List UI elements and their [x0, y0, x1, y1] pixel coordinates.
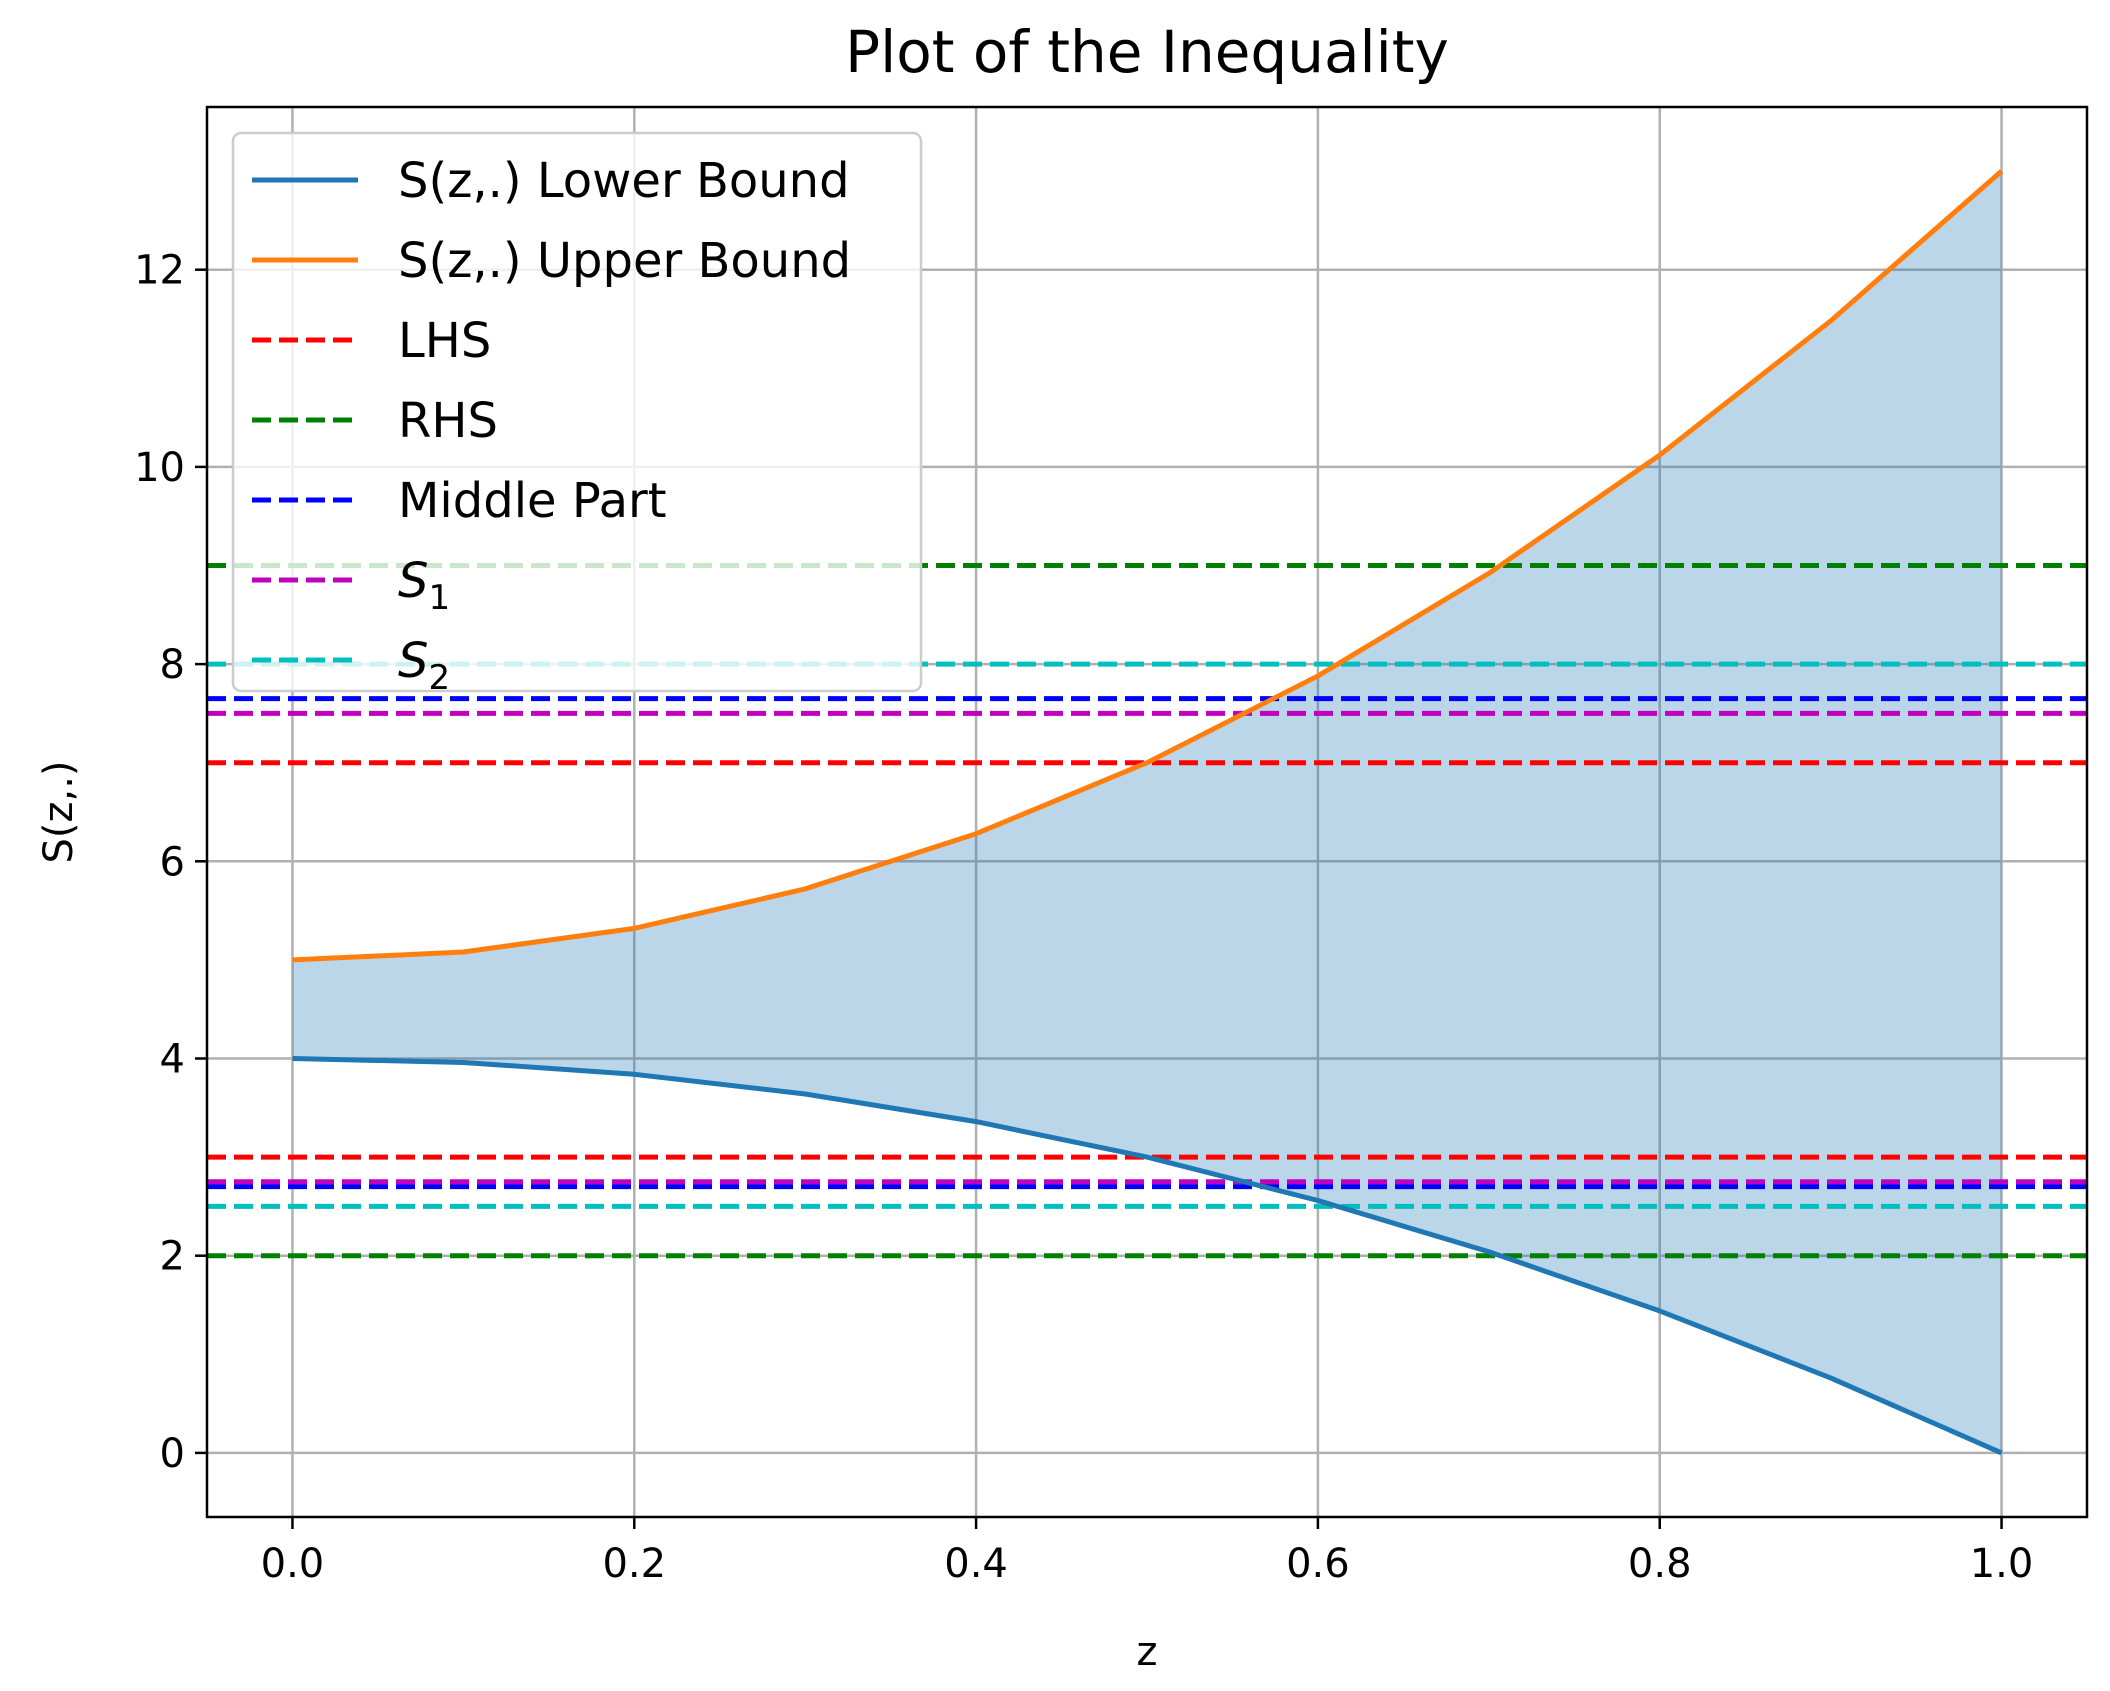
x-tick-label: 0.0	[261, 1541, 325, 1587]
x-tick-label: 0.2	[602, 1541, 666, 1587]
x-tick-label: 0.6	[1286, 1541, 1350, 1587]
fill-between-area	[292, 171, 2002, 1453]
x-tick-label: 0.8	[1628, 1541, 1692, 1587]
curve-s-z-lower-bound	[292, 1056, 2003, 1456]
plot-frame	[205, 105, 2089, 1519]
y-ticks: 0 2 4 6 8 10 12	[134, 248, 207, 1477]
x-ticks: 0.0 0.2 0.4 0.6 0.8 1.0	[261, 1517, 2034, 1587]
x-tick-label: 0.4	[944, 1541, 1008, 1587]
legend-label: RHS	[398, 393, 498, 449]
y-tick-label: 0	[160, 1431, 185, 1477]
y-tick-label: 2	[160, 1234, 185, 1280]
curve-s-z-upper-bound	[292, 169, 2004, 963]
legend-label: S2	[398, 633, 450, 698]
y-tick-label: 12	[134, 248, 185, 294]
y-axis-label: S(z,.)	[36, 760, 82, 863]
y-tick-label: 10	[134, 445, 185, 491]
chart-title: Plot of the Inequality	[845, 18, 1449, 86]
x-axis-label: z	[1137, 1629, 1158, 1675]
curves	[292, 169, 2004, 1456]
legend: S(z,.) Lower Bound S(z,.) Upper Bound LHS R…	[231, 131, 923, 698]
y-tick-label: 6	[160, 839, 185, 885]
legend-label: Middle Part	[398, 473, 667, 529]
legend-label: S(z,.) Upper Bound	[398, 233, 851, 289]
y-tick-label: 8	[160, 642, 185, 688]
legend-box	[231, 131, 923, 693]
x-tick-label: 1.0	[1970, 1541, 2034, 1587]
legend-label: S(z,.) Lower Bound	[398, 153, 850, 209]
legend-label: S1	[398, 553, 450, 618]
legend-label: LHS	[398, 313, 491, 369]
fill-region	[292, 171, 2002, 1453]
y-tick-label: 4	[160, 1037, 185, 1083]
